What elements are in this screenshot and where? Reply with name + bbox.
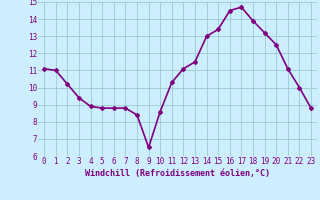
X-axis label: Windchill (Refroidissement éolien,°C): Windchill (Refroidissement éolien,°C)	[85, 169, 270, 178]
